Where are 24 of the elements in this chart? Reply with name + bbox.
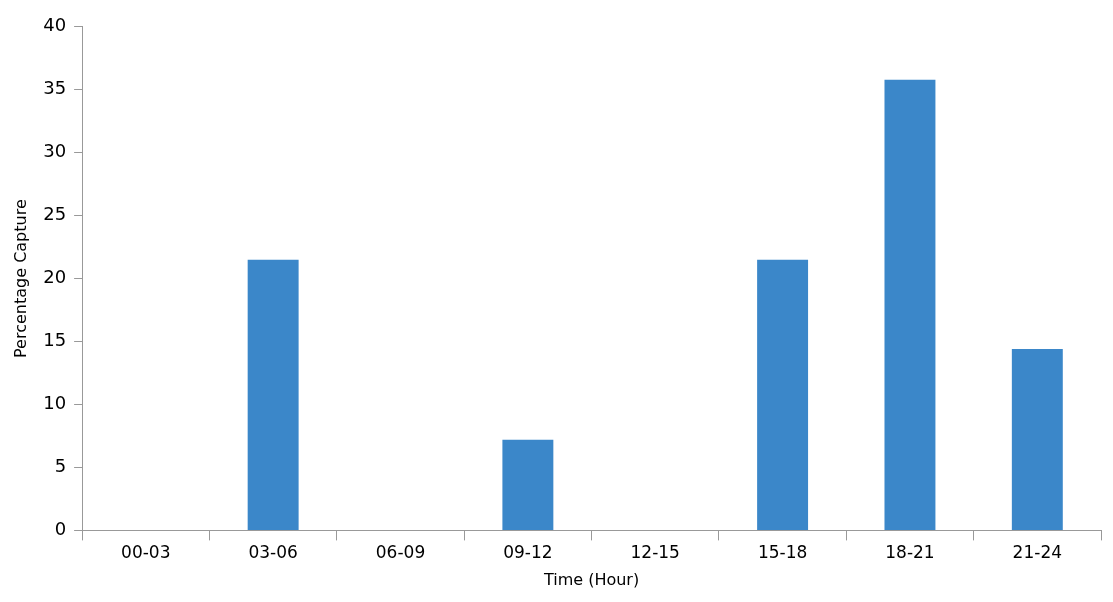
y-tick-label: 0 [54,518,67,540]
bar [884,79,936,530]
y-tick-label: 35 [43,77,67,99]
y-tick-label: 5 [54,455,67,477]
x-tick-label: 00-03 [121,542,171,563]
x-tick-label: 18-21 [885,542,935,563]
x-tick-label: 12-15 [630,542,680,563]
bar [757,259,809,530]
y-tick-label: 25 [43,203,67,225]
y-tick-label: 10 [43,392,67,414]
x-tick-label: 03-06 [248,542,298,563]
x-tick-label: 09-12 [503,542,553,563]
bar [502,439,554,530]
y-axis-title: Percentage Capture [10,199,30,358]
y-tick-label: 20 [43,266,67,288]
x-tick-label: 06-09 [375,542,426,563]
x-tick-label: 15-18 [757,542,808,563]
y-tick-label: 40 [43,14,67,36]
y-tick-label: 30 [43,140,67,162]
bar [247,259,299,530]
x-tick-label: 21-24 [1012,542,1063,563]
x-axis-title: Time (Hour) [542,569,640,589]
y-tick-label: 15 [43,329,67,351]
bar [1011,349,1063,530]
